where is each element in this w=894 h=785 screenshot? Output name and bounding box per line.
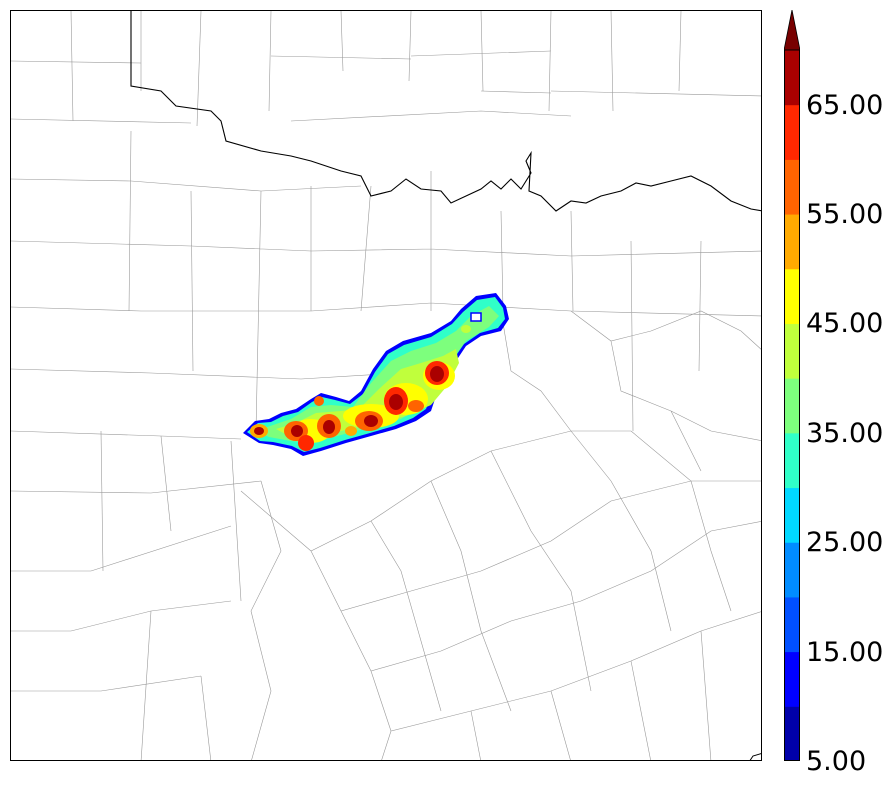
county-boundaries — [11, 11, 761, 760]
colorbar-tick-label: 15.00 — [806, 636, 884, 668]
colorbar-border — [784, 49, 800, 761]
colorbar-tick-label: 25.00 — [806, 527, 884, 559]
colorbar-segment — [784, 651, 800, 707]
colorbar-segment — [784, 542, 800, 598]
colorbar-segment — [784, 596, 800, 653]
colorbar-segment — [784, 487, 800, 543]
colorbar-extend-arrow — [784, 10, 800, 51]
colorbar-tick-label: 35.00 — [806, 417, 884, 449]
colorbar-segment — [784, 214, 800, 270]
high-reflectivity-cells — [250, 325, 471, 451]
colorbar-segment — [784, 323, 800, 379]
colorbar — [784, 10, 800, 761]
colorbar-tick-label: 5.00 — [806, 746, 867, 777]
reflectivity-echoes — [243, 293, 509, 456]
colorbar-segment — [784, 268, 800, 324]
state-boundary — [130, 11, 761, 212]
map-panel — [10, 10, 762, 761]
colorbar-segment — [784, 104, 800, 160]
colorbar-segment — [784, 378, 800, 434]
colorbar-segment — [784, 50, 800, 106]
colorbar-segment — [784, 706, 800, 761]
colorbar-tick-label: 45.00 — [806, 308, 884, 340]
map-canvas — [11, 11, 761, 760]
colorbar-tick-label: 55.00 — [806, 199, 884, 231]
colorbar-segment — [784, 159, 800, 215]
colorbar-tick-label: 65.00 — [806, 89, 884, 121]
colorbar-segment — [784, 432, 800, 489]
